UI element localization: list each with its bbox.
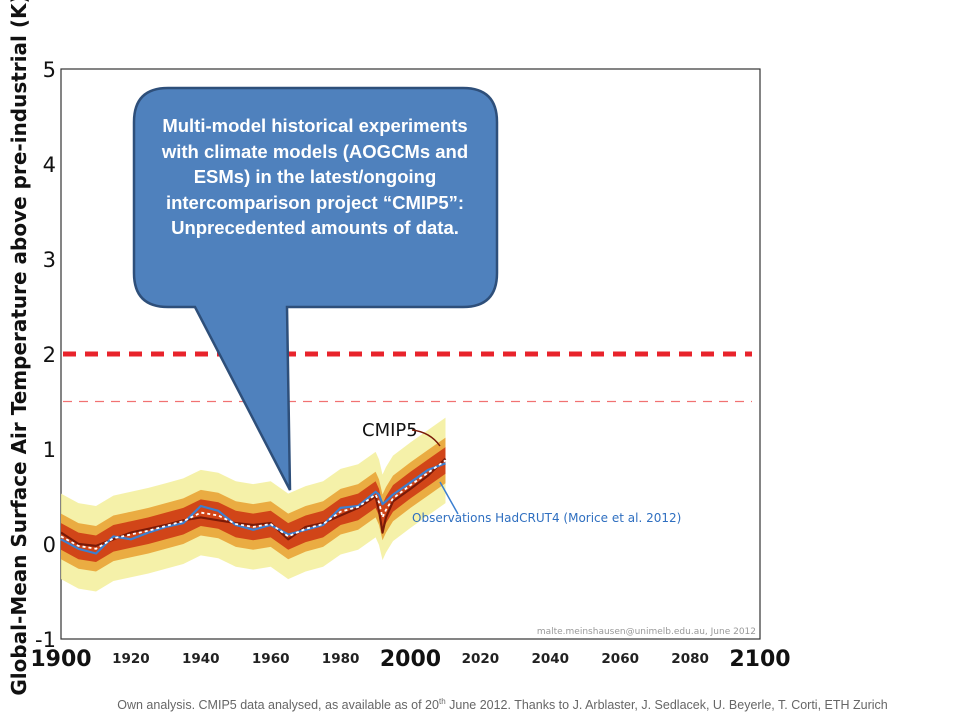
y-tick-label: -1	[35, 628, 56, 652]
footer-superscript: th	[438, 697, 446, 706]
y-tick-label: 0	[43, 533, 56, 557]
x-tick-label-major: 1900	[30, 647, 91, 672]
cmip5-label: CMIP5	[362, 420, 418, 441]
cmip5-label-leader	[411, 429, 441, 447]
x-tick-label-minor: 2020	[462, 651, 500, 667]
y-tick-label: 4	[43, 153, 56, 177]
model-envelope-3	[61, 447, 446, 562]
model-mean-line	[60, 459, 447, 550]
x-tick-label-minor: 1960	[252, 651, 290, 667]
data-layer	[60, 417, 447, 592]
callout-text: Multi-model historical experiments with …	[161, 115, 469, 238]
x-tick-label-major: 2100	[729, 647, 790, 672]
x-tick-label-minor: 1940	[182, 651, 220, 667]
observations-label: Observations HadCRUT4 (Morice et al. 201…	[412, 511, 681, 525]
credit-text: malte.meinshausen@unimelb.edu.au, June 2…	[537, 627, 756, 637]
x-tick-label-minor: 2060	[601, 651, 639, 667]
y-axis-title: Global-Mean Surface Air Temperature abov…	[7, 0, 31, 696]
footer-note: Own analysis. CMIP5 data analysed, as av…	[0, 697, 960, 712]
y-tick-label: 5	[43, 58, 56, 82]
x-tick-label-minor: 2080	[671, 651, 709, 667]
y-tick-label: 1	[43, 438, 56, 462]
footer-text-end: June 2012. Thanks to J. Arblaster, J. Se…	[445, 698, 888, 713]
y-tick-label: 2	[43, 343, 56, 367]
x-tick-label-minor: 1920	[112, 651, 150, 667]
observations-label-leader	[439, 481, 459, 515]
x-tick-label-minor: 2040	[532, 651, 570, 667]
x-tick-label-major: 2000	[380, 647, 441, 672]
x-tick-label-minor: 1980	[322, 651, 360, 667]
threshold-lines	[63, 351, 752, 403]
cmip5-series-line	[60, 457, 447, 547]
observations-series-line	[60, 462, 446, 555]
footer-text-start: Own analysis. CMIP5 data analysed, as av…	[117, 698, 439, 713]
callout-bubble	[132, 86, 499, 491]
y-tick-label: 3	[43, 248, 56, 272]
